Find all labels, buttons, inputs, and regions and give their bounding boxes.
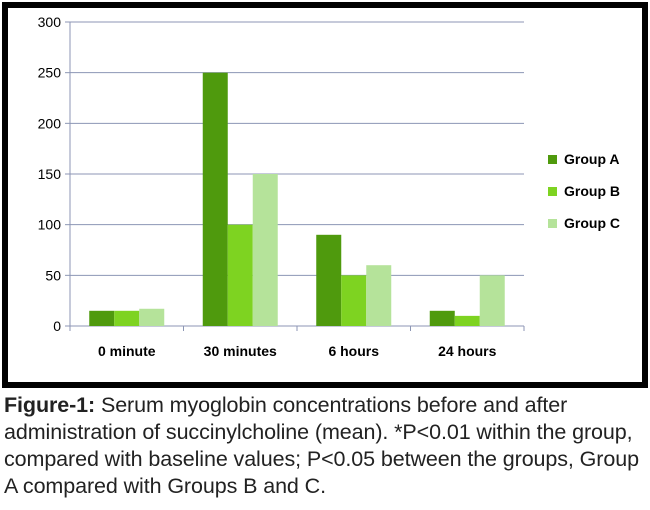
bars <box>89 72 505 327</box>
y-tick-label: 0 <box>53 318 61 334</box>
caption-text: Serum myoglobin concentrations before an… <box>4 393 639 498</box>
legend-swatch <box>548 219 557 228</box>
bar-group-c-2 <box>366 265 392 326</box>
bar-group-c-0 <box>139 308 165 326</box>
x-tick-label: 24 hours <box>438 343 497 359</box>
bar-group-a-0 <box>89 310 115 326</box>
legend-label: Group A <box>564 151 619 167</box>
legend-label: Group B <box>564 183 620 199</box>
bar-group-b-3 <box>454 315 480 326</box>
bar-group-a-2 <box>316 234 342 326</box>
bar-group-b-0 <box>114 310 140 326</box>
caption-label: Figure-1: <box>4 393 96 417</box>
bar-group-b-2 <box>341 275 367 326</box>
bar-group-c-1 <box>252 174 278 326</box>
legend-swatch <box>548 187 557 196</box>
y-axis-ticks: 0 50 100 150 200 250 300 <box>38 14 70 334</box>
y-tick-label: 250 <box>38 65 62 81</box>
legend: Group A Group B Group C <box>548 151 620 231</box>
chart-frame: 0 50 100 150 200 250 300 0 minute 30 minutes 6 h… <box>2 2 648 388</box>
x-tick-label: 6 hours <box>328 343 379 359</box>
y-tick-label: 200 <box>38 115 62 131</box>
x-axis-ticks: 0 minute 30 minutes 6 hours 24 hours <box>69 326 525 359</box>
bar-group-a-1 <box>202 72 228 327</box>
legend-label: Group C <box>564 215 620 231</box>
bar-group-b-1 <box>227 224 253 326</box>
y-tick-label: 150 <box>38 166 62 182</box>
bar-group-a-3 <box>429 310 455 326</box>
y-tick-label: 100 <box>38 217 62 233</box>
y-tick-label: 50 <box>45 267 61 283</box>
x-tick-label: 30 minutes <box>204 343 277 359</box>
y-tick-label: 300 <box>38 14 62 30</box>
x-tick-label: 0 minute <box>98 343 156 359</box>
figure-caption: Figure-1: Serum myoglobin concentrations… <box>4 392 648 500</box>
bar-group-c-3 <box>479 275 505 326</box>
gridlines <box>69 21 524 327</box>
legend-swatch <box>548 155 557 164</box>
bar-chart: 0 50 100 150 200 250 300 0 minute 30 minutes 6 h… <box>38 14 620 359</box>
